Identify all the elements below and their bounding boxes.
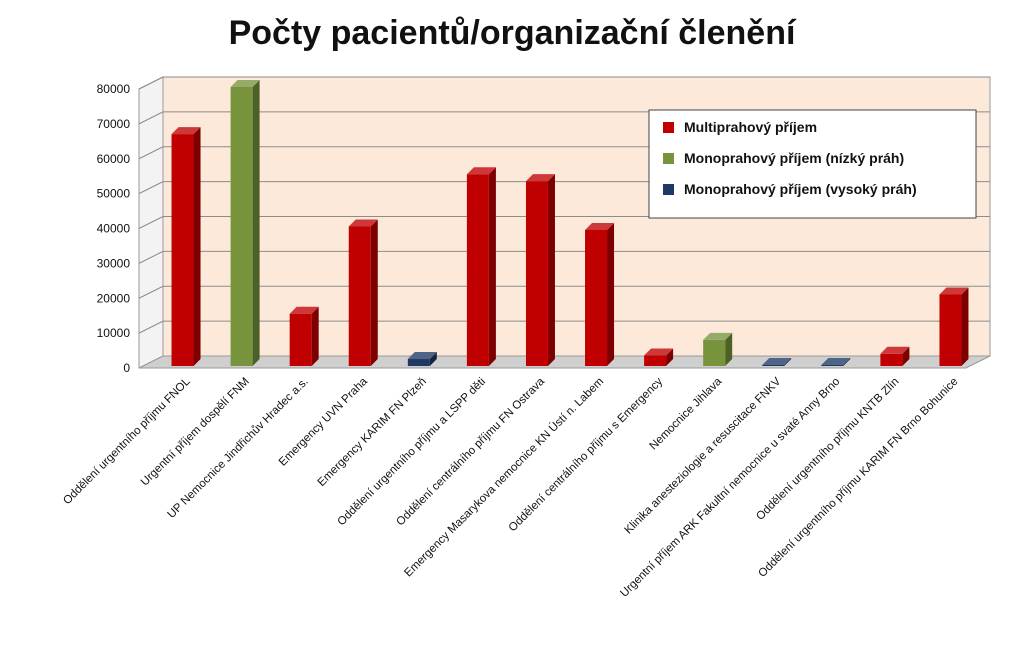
bar-side bbox=[902, 346, 910, 366]
bar-side bbox=[370, 219, 378, 366]
legend-label: Monoprahový příjem (vysoký práh) bbox=[684, 181, 917, 197]
y-tick-label: 70000 bbox=[97, 117, 131, 131]
bar-front bbox=[525, 181, 548, 366]
bar-front bbox=[644, 355, 667, 366]
bar-top bbox=[348, 219, 378, 227]
bar-side bbox=[547, 174, 555, 366]
legend-label: Monoprahový příjem (nízký práh) bbox=[684, 150, 904, 166]
legend-swatch bbox=[663, 122, 674, 133]
bar-top bbox=[525, 174, 555, 182]
bar-front bbox=[703, 339, 726, 366]
bar-side bbox=[429, 352, 437, 366]
gridline-side bbox=[138, 250, 164, 264]
bar-top bbox=[466, 167, 496, 175]
floor bbox=[138, 355, 991, 369]
bar-top bbox=[644, 348, 674, 356]
x-tick-label: Urgentní příjem dospělí FNM bbox=[139, 376, 252, 489]
legend-swatch bbox=[663, 184, 674, 195]
x-tick-label: Urgentní příjem ARK Fakultní nemocnice u… bbox=[618, 376, 842, 600]
bar-top bbox=[939, 287, 969, 295]
legend-swatch bbox=[663, 153, 674, 164]
bar-front bbox=[407, 359, 430, 366]
gridline-side bbox=[138, 111, 164, 125]
bar-side bbox=[193, 127, 201, 366]
x-tick-label: Oddělení urgentního příjmu KARIM FN Brno… bbox=[756, 376, 960, 580]
bar-top bbox=[230, 80, 260, 87]
y-tick-label: 20000 bbox=[97, 291, 131, 305]
bar bbox=[939, 287, 969, 366]
bar-side bbox=[961, 287, 969, 366]
bar-front bbox=[585, 229, 608, 366]
legend-label: Multiprahový příjem bbox=[684, 119, 817, 135]
bar-top bbox=[289, 306, 319, 314]
bar-front bbox=[230, 87, 253, 366]
bar bbox=[644, 348, 674, 366]
bar-front bbox=[466, 174, 489, 366]
bar bbox=[348, 219, 378, 366]
bar-side bbox=[488, 167, 496, 366]
x-axis: Oddělení urgentního příjmu FNOLUrgentní … bbox=[61, 375, 960, 600]
bar-top bbox=[703, 332, 733, 340]
bar-side bbox=[252, 80, 260, 366]
bar-top bbox=[880, 346, 910, 354]
gridline-side bbox=[138, 216, 164, 229]
bar-front bbox=[939, 294, 962, 366]
chart-title: Počty pacientů/organizační členění bbox=[229, 14, 797, 52]
bar bbox=[525, 174, 555, 366]
y-axis: 0 10000 20000 30000 40000 50000 60000 70000 8000… bbox=[97, 82, 131, 375]
gridline-side bbox=[138, 320, 164, 334]
bar bbox=[230, 80, 260, 366]
bar bbox=[289, 306, 319, 366]
gridline-side bbox=[138, 285, 164, 299]
legend: Multiprahový příjem Monoprahový příjem (n… bbox=[648, 109, 977, 219]
bar bbox=[880, 346, 910, 366]
y-tick-label: 0 bbox=[123, 361, 130, 375]
x-tick-label: Emergency Masarykova nemocnice KN Ústí n… bbox=[402, 375, 606, 579]
bar-side bbox=[311, 306, 319, 366]
y-tick-label: 30000 bbox=[97, 256, 131, 270]
bar-top bbox=[762, 357, 792, 365]
bar-front bbox=[348, 226, 371, 366]
bar-side bbox=[843, 357, 851, 366]
bars bbox=[171, 80, 969, 366]
gridline-side bbox=[138, 146, 164, 160]
bar bbox=[585, 222, 615, 366]
y-tick-label: 50000 bbox=[97, 187, 131, 201]
bar-front bbox=[821, 364, 844, 366]
bar-side bbox=[784, 357, 792, 366]
gridline-side bbox=[138, 181, 164, 195]
bar-side bbox=[607, 222, 615, 366]
bar bbox=[703, 332, 733, 366]
y-tick-label: 40000 bbox=[97, 222, 131, 236]
bar-top bbox=[171, 127, 201, 135]
bar-side bbox=[725, 332, 733, 366]
bar-front bbox=[762, 364, 785, 366]
y-tick-label: 60000 bbox=[97, 152, 131, 166]
x-tick-label: Emergency KARIM FN Plzeň bbox=[316, 376, 429, 489]
y-tick-label: 10000 bbox=[97, 326, 131, 340]
x-tick-label: Oddělení urgentního příjmu FNOL bbox=[61, 375, 193, 507]
bar bbox=[762, 357, 792, 366]
bar-top bbox=[585, 222, 615, 230]
bar-top bbox=[821, 357, 851, 365]
y-tick-label: 80000 bbox=[97, 82, 131, 96]
bar-front bbox=[289, 313, 312, 366]
bar-front bbox=[171, 134, 194, 366]
bar bbox=[171, 127, 201, 366]
bar bbox=[466, 167, 496, 366]
legend-box bbox=[648, 109, 977, 219]
bar bbox=[821, 357, 851, 366]
gridline-side bbox=[138, 76, 164, 90]
bar-side bbox=[666, 348, 674, 366]
bar bbox=[407, 352, 437, 366]
bar-top bbox=[407, 352, 437, 360]
bar-front bbox=[880, 353, 903, 366]
